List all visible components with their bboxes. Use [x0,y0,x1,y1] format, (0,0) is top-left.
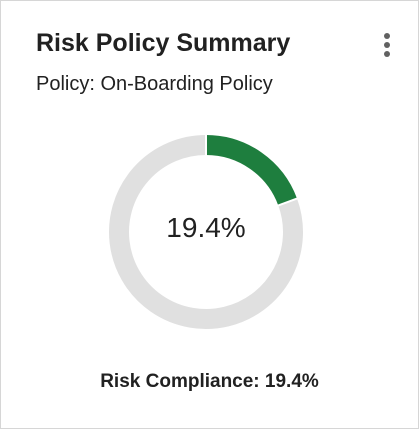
policy-name: Policy: On-Boarding Policy [36,73,273,95]
risk-compliance-label: Risk Compliance: 19.4% [100,371,319,392]
more-options-button[interactable] [375,31,399,61]
remaining-slice [109,135,303,329]
compliance-donut-chart [109,134,303,329]
donut-center-label: 19.4% [166,212,246,243]
card-title: Risk Policy Summary [36,29,291,57]
slice-separator [276,197,299,207]
compliant-slice [205,135,298,206]
more-vertical-icon [384,33,390,57]
